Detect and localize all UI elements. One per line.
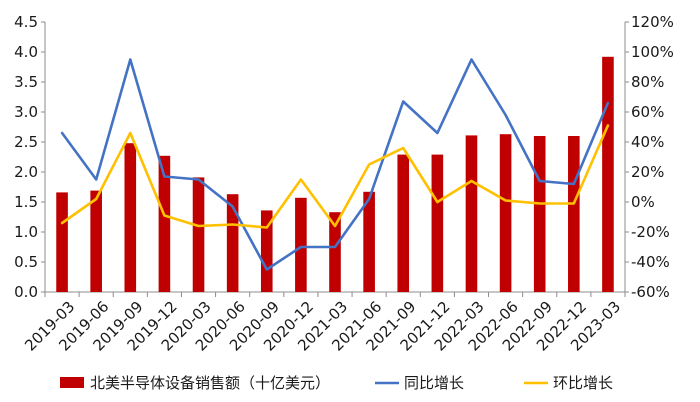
right-y-tick-label: -60% bbox=[631, 283, 670, 301]
left-y-tick-label: 2.0 bbox=[14, 163, 38, 181]
right-y-tick-label: 120% bbox=[631, 13, 674, 31]
left-y-tick-label: 3.0 bbox=[14, 103, 38, 121]
left-y-tick-label: 0.0 bbox=[14, 283, 38, 301]
bar bbox=[295, 197, 307, 292]
bar bbox=[499, 134, 512, 292]
bar bbox=[465, 135, 478, 292]
right-y-tick-label: -20% bbox=[631, 223, 670, 241]
bar bbox=[124, 143, 137, 292]
qoq-growth-line bbox=[60, 124, 610, 229]
right-y-tick-label: -40% bbox=[631, 253, 670, 271]
bar bbox=[226, 194, 239, 292]
left-y-tick-label: 0.5 bbox=[14, 253, 38, 271]
right-y-tick-label: 60% bbox=[631, 103, 664, 121]
x-axis-ticks: 2019-032019-062019-092019-122020-032020-… bbox=[21, 292, 626, 355]
legend: 北美半导体设备销售额（十亿美元） 同比增长 环比增长 bbox=[60, 374, 613, 392]
left-y-tick-label: 4.0 bbox=[14, 43, 38, 61]
left-y-tick-label: 1.0 bbox=[14, 223, 38, 241]
legend-label-qoq: 环比增长 bbox=[553, 374, 613, 392]
left-y-tick-label: 2.5 bbox=[14, 133, 38, 151]
bar bbox=[397, 154, 410, 292]
right-y-tick-label: 20% bbox=[631, 163, 664, 181]
bar bbox=[56, 192, 68, 292]
line-series bbox=[60, 58, 610, 271]
bar bbox=[158, 155, 171, 292]
legend-swatch-bar bbox=[60, 377, 84, 388]
yoy-growth-line bbox=[60, 58, 610, 271]
bar bbox=[533, 136, 546, 292]
left-y-axis-ticks: 0.0 0.5 1.0 1.5 2.0 2.5 3.0 3.5 4.0 4.5 bbox=[14, 13, 45, 301]
bar bbox=[363, 191, 375, 292]
bar bbox=[602, 56, 614, 292]
right-y-axis-ticks: -60% -40% -20% 0% 20% 40% 60% 80% 100% 120% bbox=[625, 13, 674, 301]
right-y-tick-label: 100% bbox=[631, 43, 674, 61]
left-y-tick-label: 4.5 bbox=[14, 13, 38, 31]
bar bbox=[568, 136, 580, 292]
legend-label-yoy: 同比增长 bbox=[404, 374, 464, 392]
bar bbox=[329, 212, 341, 292]
bar bbox=[192, 177, 205, 292]
left-y-tick-label: 3.5 bbox=[14, 73, 38, 91]
bar bbox=[260, 210, 273, 292]
legend-label-bar: 北美半导体设备销售额（十亿美元） bbox=[90, 374, 330, 392]
right-y-tick-label: 80% bbox=[631, 73, 664, 91]
right-y-tick-label: 40% bbox=[631, 133, 664, 151]
bar-series bbox=[56, 56, 614, 292]
right-y-tick-label: 0% bbox=[631, 193, 655, 211]
left-y-tick-label: 1.5 bbox=[14, 193, 38, 211]
bar bbox=[90, 190, 102, 292]
bar bbox=[431, 154, 444, 292]
